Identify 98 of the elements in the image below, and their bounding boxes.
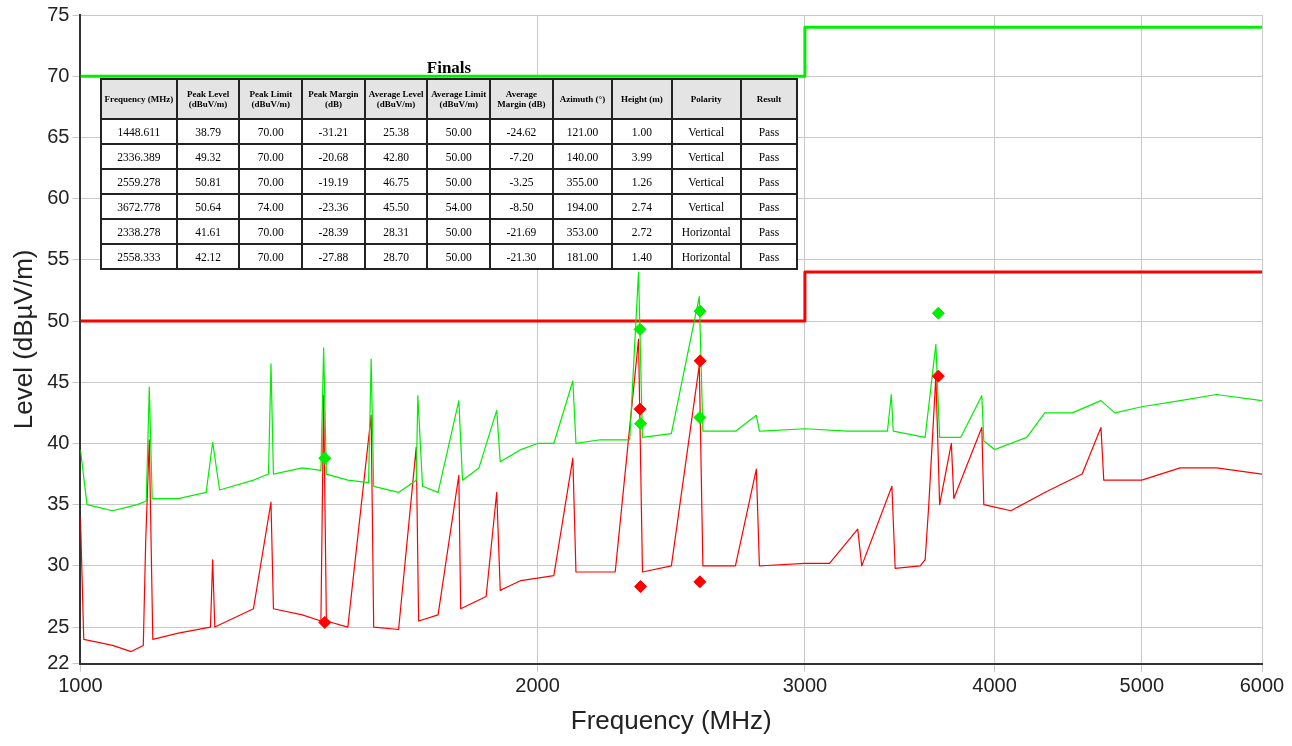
annotation: -8.50 — [490, 194, 553, 219]
annotation: 70.00 — [239, 244, 303, 269]
y-tick-label: 22 — [47, 651, 70, 674]
y-tick-label: 40 — [47, 430, 70, 453]
annotation: 1.26 — [612, 169, 672, 194]
y-tick-label: 30 — [47, 553, 70, 576]
y-tick-label: 75 — [47, 2, 70, 25]
x-tick-label: 6000 — [1239, 674, 1285, 697]
annotation: 2.74 — [612, 194, 672, 219]
annotation: Average Level (dBuV/m) — [364, 79, 428, 119]
annotation: 38.79 — [176, 119, 240, 144]
annotation: 50.00 — [427, 219, 491, 244]
annotation: 140.00 — [552, 144, 613, 169]
annotation: 70.00 — [239, 219, 303, 244]
annotation: 194.00 — [552, 194, 613, 219]
annotation: 54.00 — [427, 194, 491, 219]
annotation: Result — [740, 79, 797, 119]
annotation: Horizontal — [671, 219, 741, 244]
annotation: Average Limit (dBuV/m) — [427, 79, 491, 119]
annotation: 70.00 — [239, 119, 303, 144]
annotation: -20.68 — [302, 144, 365, 169]
annotation: 1448.611 — [101, 119, 177, 144]
annotation: -24.62 — [490, 119, 553, 144]
annotation: 121.00 — [552, 119, 613, 144]
annotation: 3.99 — [612, 144, 672, 169]
annotation: Finals — [425, 58, 473, 78]
annotation: Average Margin (dB) — [490, 79, 553, 119]
annotation: 355.00 — [552, 169, 613, 194]
x-axis-title: Frequency (MHz) — [570, 704, 772, 735]
annotation: 25.38 — [364, 119, 428, 144]
x-tick-label: 3000 — [782, 674, 828, 697]
annotation: Pass — [740, 244, 797, 269]
annotation: -7.20 — [490, 144, 553, 169]
annotation: Vertical — [671, 194, 741, 219]
y-axis-title: Level (dBµV/m) — [7, 249, 38, 430]
annotation: Pass — [740, 169, 797, 194]
x-tick-label: 1000 — [58, 674, 103, 697]
annotation: 2.72 — [612, 219, 672, 244]
annotation: -3.25 — [490, 169, 553, 194]
annotation: 1.00 — [612, 119, 672, 144]
annotation: 50.81 — [176, 169, 240, 194]
y-tick-label: 50 — [47, 308, 70, 331]
annotation: 42.12 — [176, 244, 240, 269]
annotation: 3672.778 — [101, 194, 177, 219]
x-tick-label: 2000 — [515, 674, 560, 697]
x-tick-label: 4000 — [972, 674, 1017, 697]
annotation: Pass — [740, 219, 797, 244]
y-tick-label: 45 — [47, 369, 70, 392]
annotation: Pass — [740, 194, 797, 219]
annotation: 45.50 — [364, 194, 428, 219]
annotation: Pass — [740, 119, 797, 144]
y-tick-label: 55 — [47, 247, 70, 270]
annotation: Peak Margin (dB) — [302, 79, 365, 119]
annotation: -27.88 — [302, 244, 365, 269]
annotation: Pass — [740, 144, 797, 169]
annotation: -23.36 — [302, 194, 365, 219]
y-tick-label: 70 — [47, 63, 70, 86]
annotation: Azimuth (°) — [552, 79, 613, 119]
annotation: 28.31 — [364, 219, 428, 244]
annotation: Vertical — [671, 169, 741, 194]
y-tick-label: 60 — [47, 186, 70, 209]
annotation: -19.19 — [302, 169, 365, 194]
y-tick-label: 35 — [47, 492, 70, 515]
annotation: 181.00 — [552, 244, 613, 269]
x-tick-label: 5000 — [1119, 674, 1165, 697]
annotation: Vertical — [671, 144, 741, 169]
annotation: Vertical — [671, 119, 741, 144]
annotation: 2559.278 — [101, 169, 177, 194]
annotation: 28.70 — [364, 244, 428, 269]
annotation: -21.69 — [490, 219, 553, 244]
annotation: 2336.389 — [101, 144, 177, 169]
annotation: 50.00 — [427, 244, 491, 269]
annotation: Polarity — [671, 79, 741, 119]
annotation: -21.30 — [490, 244, 553, 269]
annotation: -28.39 — [302, 219, 365, 244]
annotation: 42.80 — [364, 144, 428, 169]
annotation: 2338.278 — [101, 219, 177, 244]
annotation: Peak Limit (dBuV/m) — [239, 79, 303, 119]
annotation: 74.00 — [239, 194, 303, 219]
annotation: 353.00 — [552, 219, 613, 244]
annotation: 70.00 — [239, 144, 303, 169]
y-tick-label: 25 — [47, 614, 70, 637]
annotation: 41.61 — [176, 219, 240, 244]
annotation: 50.00 — [427, 144, 491, 169]
annotation: -31.21 — [302, 119, 365, 144]
annotation: 50.00 — [427, 169, 491, 194]
annotation: 2558.333 — [101, 244, 177, 269]
annotation: 70.00 — [239, 169, 303, 194]
annotation: 46.75 — [364, 169, 428, 194]
annotation: 49.32 — [176, 144, 240, 169]
annotation: Height (m) — [612, 79, 672, 119]
annotation: Horizontal — [671, 244, 741, 269]
annotation: 50.00 — [427, 119, 491, 144]
annotation: 50.64 — [176, 194, 240, 219]
annotation: Peak Level (dBuV/m) — [176, 79, 240, 119]
annotation: 1.40 — [612, 244, 672, 269]
annotation: Frequency (MHz) — [101, 79, 177, 119]
y-tick-label: 65 — [47, 124, 70, 147]
